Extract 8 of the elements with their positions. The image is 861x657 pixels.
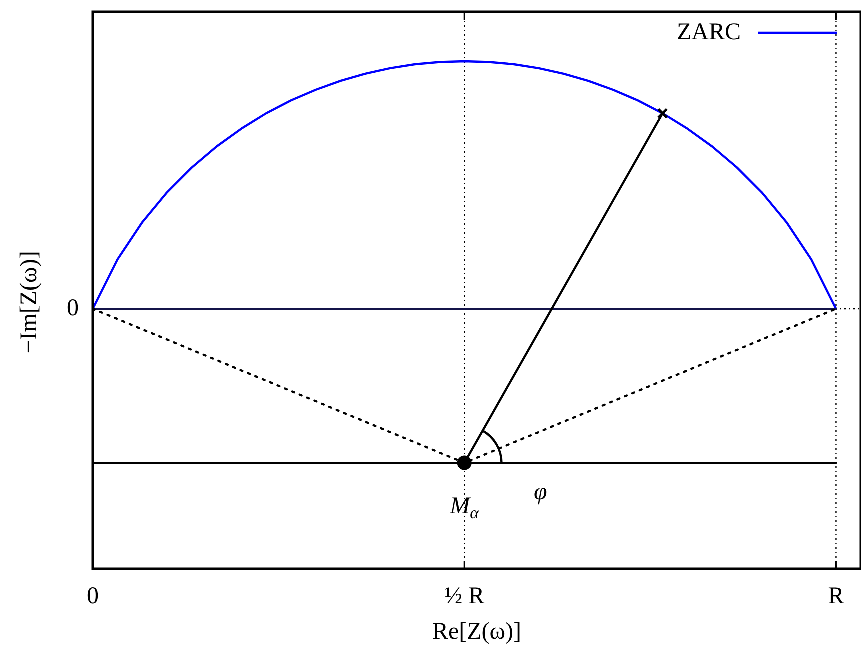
legend-label: ZARC [676,19,742,46]
ref-line-label: 0 [67,295,79,322]
x-axis-title: Re[Z(ω)] [432,618,522,645]
x-tick-label: ½ R [444,584,485,610]
x-tick-label: R [828,584,844,610]
y-axis-title: −Im[Z(ω)] [16,251,42,354]
text: φ [534,479,548,506]
x-tick-label: 0 [87,584,99,610]
